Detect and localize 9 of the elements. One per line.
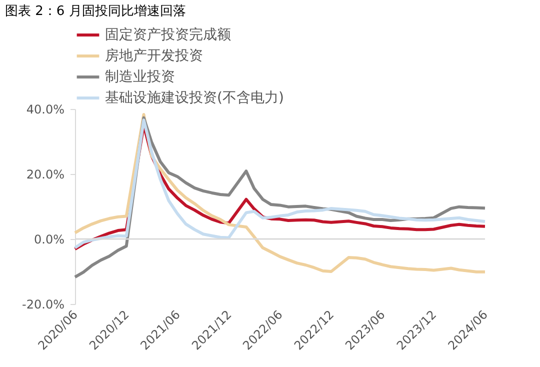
legend-label: 固定资产投资完成额: [105, 27, 231, 43]
y-tick-label: 20.0%: [26, 168, 64, 182]
legend-label: 制造业投资: [105, 69, 175, 85]
y-tick-label: -20.0%: [22, 298, 64, 312]
legend-label: 房地产开发投资: [105, 48, 203, 64]
y-tick-label: 0.0%: [34, 232, 64, 246]
y-tick-label: 40.0%: [26, 102, 64, 116]
legend-label: 基础设施建设投资(不含电力): [105, 90, 284, 106]
chart-title: 图表 2：6 月固投同比增速回落: [5, 4, 186, 19]
